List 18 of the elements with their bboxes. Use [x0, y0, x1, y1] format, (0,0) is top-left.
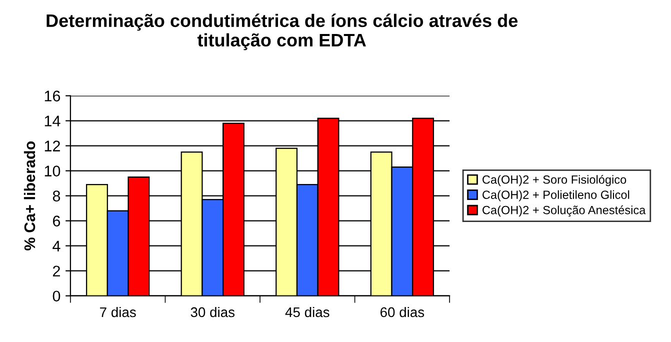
y-tick-label: 14: [44, 116, 60, 126]
x-tick-label: 7 dias: [100, 306, 136, 318]
y-tick-label: 4: [52, 240, 60, 252]
y-tick-label: 2: [53, 266, 60, 276]
y-tick-label: 12: [44, 140, 60, 152]
y-axis-title: % Ca+ liberado: [24, 141, 36, 250]
y-tick-label: 10: [44, 166, 60, 176]
legend-label: Ca(OH)2 + Solução Anestésica: [482, 205, 646, 217]
y-tick-label: 16: [44, 90, 60, 102]
y-tick-label: 0: [52, 290, 60, 302]
x-tick-label: 45 dias: [285, 306, 330, 318]
x-tick-label: 60 dias: [380, 306, 424, 318]
y-tick-label: 6: [53, 216, 60, 226]
x-tick-label: 30 dias: [190, 306, 235, 318]
chart-title: Determinação condutimétrica de íons cálcio através de titulação com EDTA: [46, 14, 518, 50]
legend-label: Ca(OH)2 + Polietileno Glicol: [482, 190, 630, 202]
legend-label: Ca(OH)2 + Soro Fisiológico: [482, 174, 626, 186]
y-tick-label: 8: [52, 190, 60, 202]
